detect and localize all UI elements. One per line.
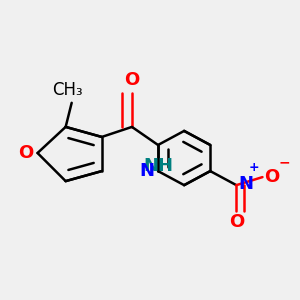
Text: O: O <box>124 71 140 89</box>
Text: N: N <box>238 175 253 193</box>
Text: N: N <box>139 162 154 180</box>
Text: NH: NH <box>143 157 173 175</box>
Text: O: O <box>18 144 34 162</box>
Text: O: O <box>229 213 244 231</box>
Text: CH₃: CH₃ <box>52 81 83 99</box>
Text: +: + <box>248 161 259 174</box>
Text: O: O <box>265 168 280 186</box>
Text: −: − <box>278 155 290 169</box>
